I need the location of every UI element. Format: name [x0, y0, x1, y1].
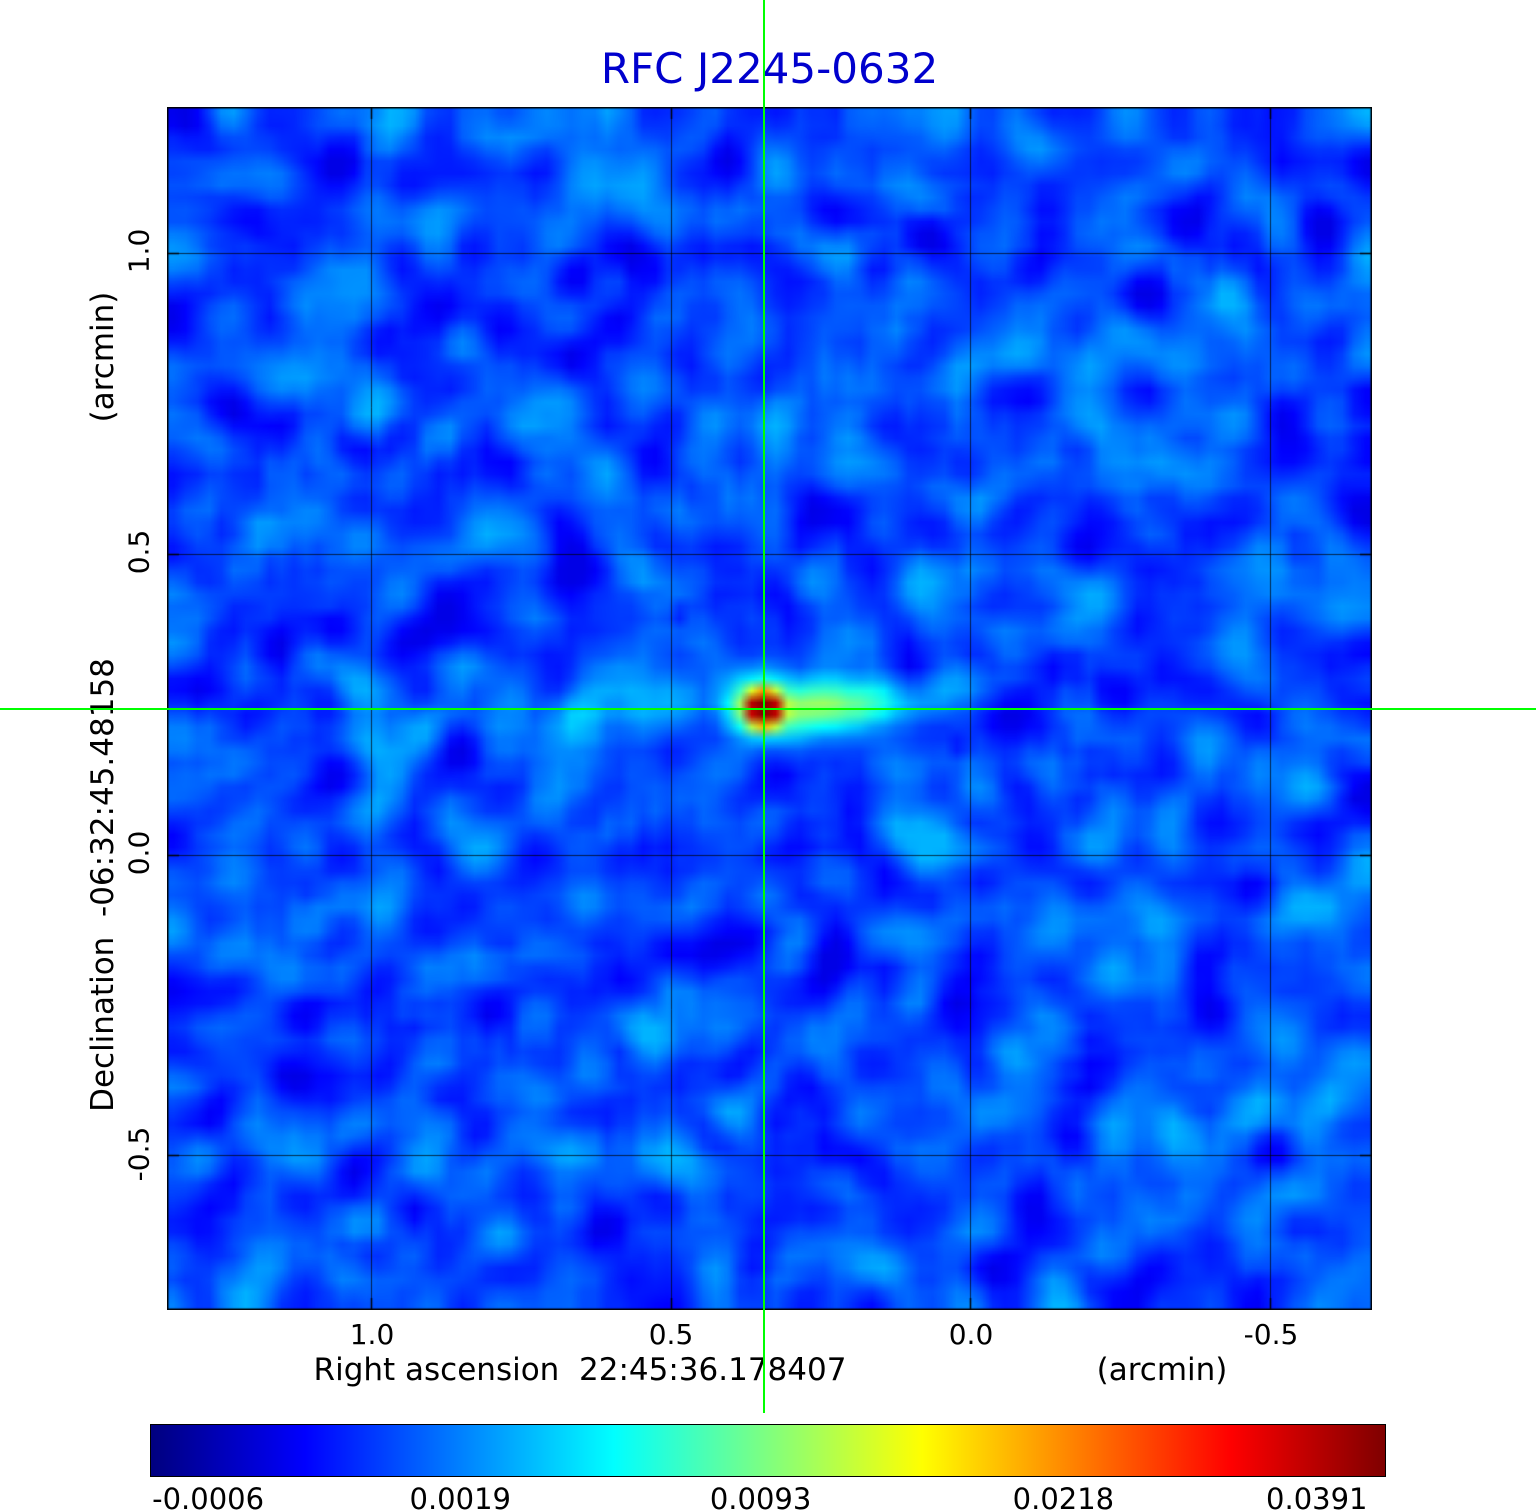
x-axis-unit-label: (arcmin) [1096, 1352, 1228, 1388]
colorbar-labels: -0.0006 0.0019 0.0093 0.0218 0.0391 [150, 1482, 1386, 1511]
y-tick-label: 1.0 [122, 228, 156, 274]
y-axis-unit-label: (arcmin) [85, 291, 121, 423]
x-axis-label: Right ascension 22:45:36.178407 [313, 1352, 847, 1388]
y-tick-label: 0.0 [122, 830, 156, 876]
colorbar-tick-label: 0.0218 [1012, 1482, 1115, 1511]
x-tick-label: 0.5 [648, 1318, 694, 1351]
y-axis-label: Declination -06:32:45.48158 [85, 658, 121, 1112]
figure-title: RFC J2245-0632 [600, 44, 939, 93]
x-tick-label: -0.5 [1243, 1318, 1299, 1351]
colorbar-tick-label: -0.0006 [152, 1482, 265, 1511]
colorbar-tick-label: 0.0019 [409, 1482, 511, 1511]
y-tick-label: 0.5 [122, 529, 156, 575]
x-tick-label: 0.0 [948, 1318, 994, 1351]
colorbar-tick-label: 0.0093 [709, 1482, 812, 1511]
colorbar-tick-label: 0.0391 [1266, 1482, 1368, 1511]
colorbar-gradient [150, 1424, 1386, 1477]
sky-image [167, 107, 1372, 1310]
y-tick-label: -0.5 [122, 1126, 156, 1182]
x-tick-label: 1.0 [349, 1318, 395, 1351]
